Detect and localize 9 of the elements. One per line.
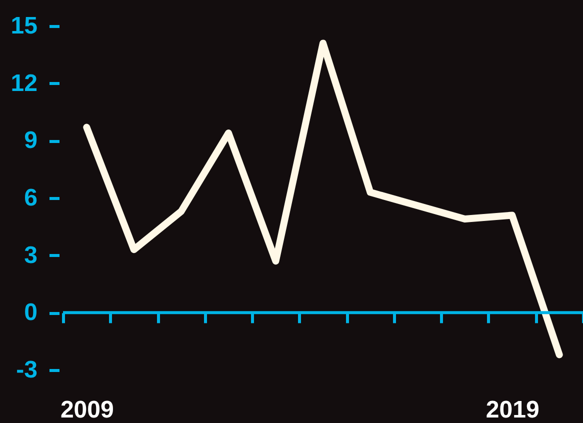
- y-tick-label: 15: [10, 12, 38, 40]
- y-tick-label: 3: [24, 242, 38, 269]
- y-tick-label: -3: [16, 356, 38, 384]
- y-tick-label: 6: [24, 184, 38, 212]
- y-tick-label: 9: [24, 127, 38, 154]
- x-tick-label: 2009: [60, 396, 114, 423]
- x-tick-label: 2019: [486, 396, 540, 423]
- y-tick-label: 12: [10, 70, 38, 97]
- y-tick-label: 0: [24, 299, 38, 326]
